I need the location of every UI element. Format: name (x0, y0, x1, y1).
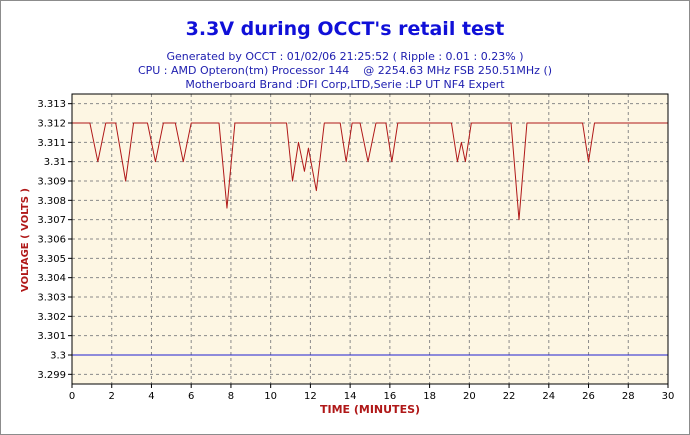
chart-title: 3.3V during OCCT's retail test (185, 18, 505, 40)
y-tick-label: 3.31 (44, 157, 66, 168)
y-tick-label: 3.311 (37, 138, 66, 149)
grid-lines (72, 94, 668, 384)
y-tick-label: 3.302 (37, 312, 66, 323)
subtitle-motherboard: Motherboard Brand :DFI Corp,LTD,Serie :L… (185, 78, 505, 91)
x-axis: 0 2 4 6 8 10 12 14 16 18 20 22 24 26 28 30 (69, 384, 675, 402)
plot-area (72, 94, 668, 384)
x-tick-label: 28 (622, 391, 635, 402)
x-tick-label: 4 (148, 391, 154, 402)
x-tick-label: 2 (109, 391, 115, 402)
x-tick-label: 12 (304, 391, 317, 402)
x-tick-label: 0 (69, 391, 75, 402)
y-tick-label: 3.301 (37, 331, 66, 342)
y-tick-label: 3.312 (37, 119, 66, 130)
x-tick-label: 6 (188, 391, 194, 402)
voltage-series-line (72, 122, 668, 221)
y-tick-label: 3.299 (37, 370, 66, 381)
y-tick-label: 3.307 (37, 215, 66, 226)
x-tick-label: 8 (228, 391, 234, 402)
y-tick-label: 3.303 (37, 293, 66, 304)
y-tick-label: 3.304 (37, 273, 66, 284)
subtitle-generated: Generated by OCCT : 01/02/06 21:25:52 ( … (166, 50, 524, 63)
x-tick-label: 30 (662, 391, 675, 402)
x-tick-label: 24 (542, 391, 555, 402)
x-tick-label: 14 (344, 391, 357, 402)
x-tick-label: 20 (463, 391, 476, 402)
x-tick-label: 16 (383, 391, 396, 402)
y-tick-label: 3.305 (37, 254, 66, 265)
y-tick-label: 3.309 (37, 177, 66, 188)
y-tick-label: 3.308 (37, 196, 66, 207)
x-axis-label: TIME (MINUTES) (320, 403, 420, 416)
y-tick-label: 3.306 (37, 235, 66, 246)
x-tick-label: 22 (503, 391, 516, 402)
x-tick-label: 26 (582, 391, 595, 402)
x-tick-label: 10 (264, 391, 277, 402)
y-tick-label: 3.3 (50, 351, 66, 362)
y-axis: 3.299 3.3 3.301 3.302 3.303 3.304 3.305 3.306 3.… (37, 99, 72, 381)
subtitle-cpu: CPU : AMD Opteron(tm) Processor 144 @ 22… (137, 64, 553, 77)
y-axis-label: VOLTAGE ( VOLTS ) (20, 188, 31, 292)
series-group (72, 122, 668, 356)
x-tick-label: 18 (423, 391, 436, 402)
y-tick-label: 3.313 (37, 99, 66, 110)
